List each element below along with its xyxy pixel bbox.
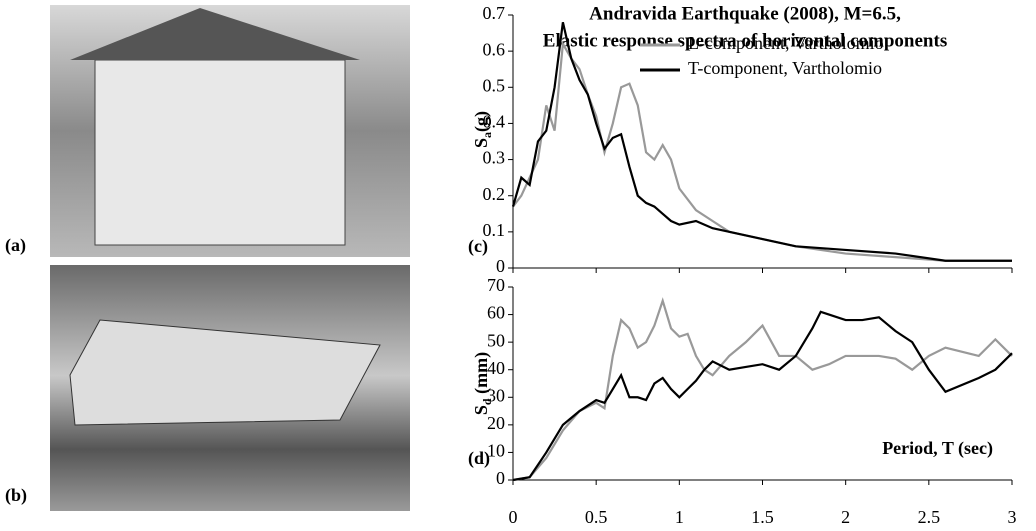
y-axis-label-part: S bbox=[471, 405, 491, 415]
y-tick-label: 0.3 bbox=[483, 148, 506, 168]
y-tick-label: 10 bbox=[487, 441, 505, 461]
x-tick-label: 0 bbox=[509, 507, 518, 527]
panel-label: (b) bbox=[5, 485, 27, 506]
y-axis-label-part: S bbox=[471, 138, 491, 148]
panel-label: (a) bbox=[5, 235, 26, 256]
x-tick-label: 1.5 bbox=[751, 507, 774, 527]
y-tick-label: 60 bbox=[487, 303, 505, 323]
x-axis-label: Period, T (sec) bbox=[882, 438, 993, 459]
y-tick-label: 0.6 bbox=[483, 39, 506, 59]
x-tick-label: 2 bbox=[841, 507, 850, 527]
chart-title: Andravida Earthquake (2008), M=6.5, bbox=[589, 3, 901, 24]
y-tick-label: 0 bbox=[496, 256, 505, 276]
y-tick-label: 0.1 bbox=[483, 220, 506, 240]
x-tick-label: 2.5 bbox=[918, 507, 941, 527]
y-tick-label: 0 bbox=[496, 468, 505, 488]
legend-label: L-component, Vartholomio bbox=[688, 33, 884, 53]
y-tick-label: 0.5 bbox=[483, 75, 506, 95]
x-tick-label: 3 bbox=[1008, 507, 1017, 527]
figure: (a) (b) Andravida Earthquake (2008), M=6… bbox=[0, 0, 1036, 531]
legend-label: T-component, Vartholomio bbox=[688, 58, 882, 78]
x-tick-label: 0.5 bbox=[585, 507, 608, 527]
y-axis-label-part: (g) bbox=[471, 111, 492, 132]
y-axis-label: Sa(g) bbox=[471, 111, 494, 148]
house bbox=[95, 60, 345, 245]
y-axis-label: Sd (mm) bbox=[471, 352, 494, 415]
x-tick-label: 1 bbox=[675, 507, 684, 527]
y-tick-label: 0.7 bbox=[483, 3, 506, 23]
y-axis-label-part: (mm) bbox=[471, 352, 492, 398]
y-tick-label: 70 bbox=[487, 275, 505, 295]
y-tick-label: 0.2 bbox=[483, 184, 506, 204]
y-tick-label: 50 bbox=[487, 330, 505, 350]
